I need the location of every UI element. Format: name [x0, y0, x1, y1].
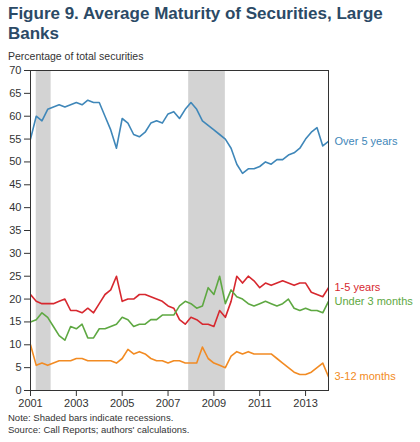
- html-text:Percentage of total securities: Percentage of total securities: [8, 50, 144, 62]
- html-text:Note: Shaded bars indicate rec: Note: Shaded bars indicate recessions.: [8, 412, 174, 423]
- svg-text:Over 5 years: Over 5 years: [335, 135, 398, 147]
- svg-text:3-12 months: 3-12 months: [335, 370, 397, 382]
- svg-text:Under 3 months: Under 3 months: [335, 295, 414, 307]
- html-text:Figure 9. Average Maturity of: Figure 9. Average Maturity of Securities…: [8, 4, 383, 43]
- svg-text:35: 35: [9, 224, 21, 236]
- svg-text:2013: 2013: [293, 397, 317, 409]
- svg-text:2007: 2007: [156, 397, 180, 409]
- svg-text:45: 45: [9, 178, 21, 190]
- svg-text:40: 40: [9, 201, 21, 213]
- svg-text:0: 0: [15, 384, 21, 396]
- svg-text:55: 55: [9, 133, 21, 145]
- svg-text:25: 25: [9, 270, 21, 282]
- svg-text:2011: 2011: [248, 397, 272, 409]
- svg-text:70: 70: [9, 64, 21, 76]
- svg-text:20: 20: [9, 293, 21, 305]
- svg-text:2009: 2009: [202, 397, 226, 409]
- svg-text:10: 10: [9, 338, 21, 350]
- svg-text:5: 5: [15, 361, 21, 373]
- svg-text:2003: 2003: [64, 397, 88, 409]
- svg-text:2001: 2001: [18, 397, 42, 409]
- html-text:Source: Call Reports; authors': Source: Call Reports; authors' calculati…: [8, 424, 190, 435]
- svg-text:60: 60: [9, 110, 21, 122]
- svg-text:15: 15: [9, 315, 21, 327]
- svg-text:1-5 years: 1-5 years: [335, 281, 381, 293]
- svg-text:50: 50: [9, 155, 21, 167]
- svg-text:30: 30: [9, 247, 21, 259]
- svg-text:65: 65: [9, 87, 21, 99]
- svg-text:2005: 2005: [110, 397, 134, 409]
